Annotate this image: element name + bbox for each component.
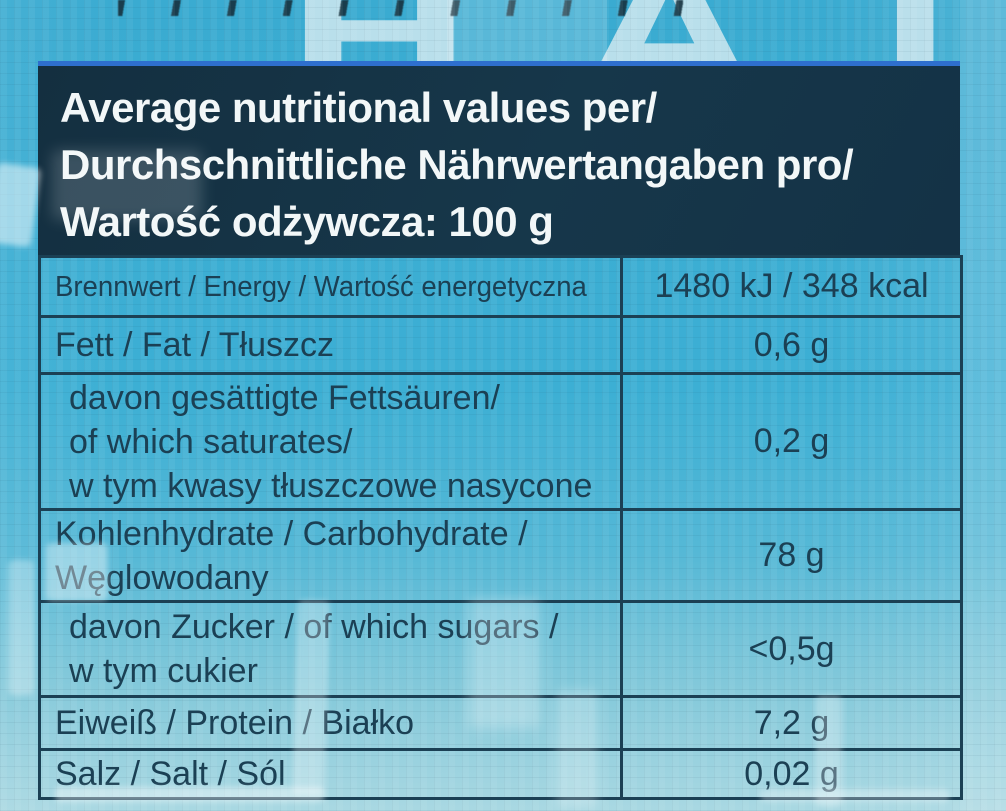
cropped-text-descenders (118, 0, 683, 16)
nutrition-row: Salz / Salt / Sól 0,02 g (38, 748, 963, 800)
nutrient-label-line: w tym kwasy tłuszczowe nasycone (69, 466, 593, 505)
nutrient-value: 0,02 g (620, 748, 963, 800)
header-line-german: Durchschnittliche Nährwertangaben pro/ (60, 141, 854, 188)
nutrient-label-line: Eiweiß / Protein / Białko (55, 704, 415, 742)
nutrition-table: Brennwert / Energy / Wartość energetyczn… (38, 255, 963, 800)
nutrient-label-line: Salz / Salt / Sól (55, 755, 286, 793)
scuff-mark (8, 560, 34, 695)
nutrient-label-line: of which saturates/ (69, 422, 353, 461)
nutrient-label-line: Węglowodany (55, 558, 269, 597)
header-line-polish: Wartość odżywcza: 100 g (60, 198, 554, 245)
nutrition-row: Fett / Fat / Tłuszcz 0,6 g (38, 315, 963, 375)
nutrient-label: Fett / Fat / Tłuszcz (38, 315, 623, 375)
nutrient-label-line: davon Zucker / of which sugars / (69, 608, 559, 646)
nutrient-value: 1480 kJ / 348 kcal (620, 255, 963, 318)
nutrient-label: Kohlenhydrate / Carbohydrate / Węglowodan… (38, 508, 623, 603)
nutrient-label: Salz / Salt / Sól (38, 748, 623, 800)
nutrient-label-line: Fett / Fat / Tłuszcz (55, 326, 334, 364)
nutrient-label: davon gesättigte Fettsäuren/of which sat… (38, 372, 623, 511)
nutrient-label-line: Brennwert / Energy / Wartość energetyczn… (55, 270, 587, 303)
packaging-light-edge (960, 0, 1006, 811)
header-line-english: Average nutritional values per/ (60, 84, 657, 131)
nutrient-value: 78 g (620, 508, 963, 603)
nutrient-label: Brennwert / Energy / Wartość energetyczn… (38, 255, 623, 318)
nutrient-label: davon Zucker / of which sugars / w tym cu… (38, 600, 623, 698)
nutrition-row: Kohlenhydrate / Carbohydrate / Węglowodan… (38, 508, 963, 603)
nutrient-value: 7,2 g (620, 695, 963, 751)
nutrition-header: Average nutritional values per/ Durchsch… (38, 61, 960, 255)
nutrition-row: Brennwert / Energy / Wartość energetyczn… (38, 255, 963, 318)
scuff-mark (0, 162, 42, 248)
nutrient-value: 0,6 g (620, 315, 963, 375)
nutrition-row: davon gesättigte Fettsäuren/of which sat… (38, 372, 963, 511)
nutrient-label-line: w tym cukier (69, 652, 258, 690)
nutrient-label-line: davon gesättigte Fettsäuren/ (69, 378, 500, 417)
nutrient-value: 0,2 g (620, 372, 963, 511)
nutrition-row: davon Zucker / of which sugars / w tym cu… (38, 600, 963, 698)
nutrition-row: Eiweiß / Protein / Białko 7,2 g (38, 695, 963, 751)
nutrient-value: <0,5g (620, 600, 963, 698)
nutrient-label: Eiweiß / Protein / Białko (38, 695, 623, 751)
nutrient-label-line: Kohlenhydrate / Carbohydrate / (55, 514, 528, 553)
